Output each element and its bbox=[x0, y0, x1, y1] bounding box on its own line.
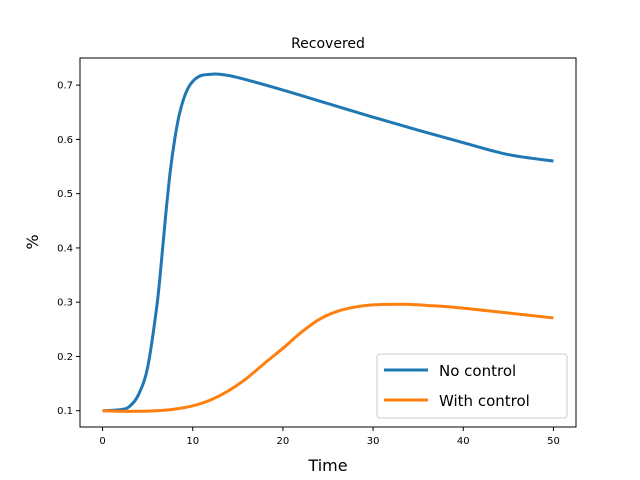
series-line-with-control bbox=[102, 302, 554, 413]
y-tick-label: 0.7 bbox=[57, 81, 73, 92]
x-tick-label: 30 bbox=[367, 436, 380, 447]
x-axis-label: Time bbox=[307, 456, 347, 475]
x-tick-label: 10 bbox=[186, 436, 199, 447]
series-layer bbox=[102, 72, 554, 413]
y-tick-label: 0.1 bbox=[57, 406, 73, 417]
y-tick-label: 0.2 bbox=[57, 352, 73, 363]
y-tick-label: 0.5 bbox=[57, 189, 73, 200]
series-line-no-control bbox=[102, 72, 554, 413]
y-tick-label: 0.3 bbox=[57, 298, 73, 309]
x-tick-label: 40 bbox=[457, 436, 470, 447]
y-tick-label: 0.6 bbox=[57, 135, 73, 146]
y-axis: 0.1 0.2 0.3 0.4 0.5 0.6 0.7 bbox=[57, 81, 80, 417]
legend: No control With control bbox=[376, 353, 568, 419]
x-axis: 0 10 20 30 40 50 bbox=[99, 427, 560, 447]
legend-label-no-control: No control bbox=[439, 362, 516, 380]
x-tick-label: 0 bbox=[99, 436, 105, 447]
x-tick-label: 20 bbox=[277, 436, 290, 447]
plot-frame bbox=[79, 57, 577, 428]
y-tick-label: 0.4 bbox=[57, 243, 73, 254]
y-axis-label: % bbox=[23, 234, 42, 249]
chart-title: Recovered bbox=[291, 36, 365, 52]
legend-label-with-control: With control bbox=[439, 392, 530, 410]
x-tick-label: 50 bbox=[547, 436, 560, 447]
